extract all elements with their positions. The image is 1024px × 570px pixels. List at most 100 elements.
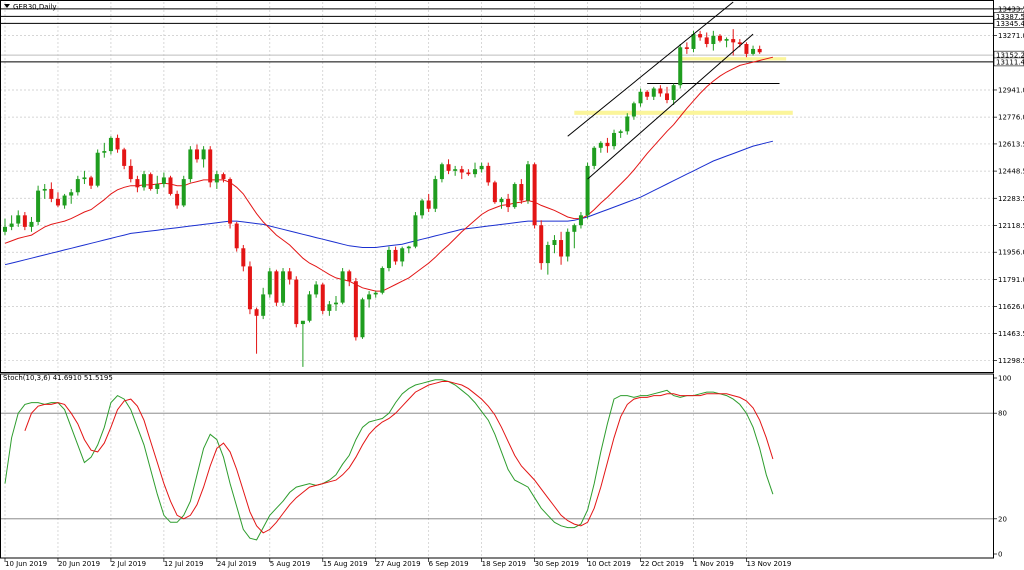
candle-body: [704, 37, 709, 45]
candle-body: [731, 39, 736, 43]
candle-body: [605, 142, 610, 147]
candle-body: [492, 182, 497, 203]
candle-body: [598, 142, 603, 148]
candle-body: [55, 198, 60, 206]
candle-body: [757, 48, 762, 53]
candle-body: [327, 304, 332, 311]
stoch-panel-frame: [0, 373, 994, 559]
date-label: 20 Jun 2019: [58, 560, 100, 568]
candle-body: [367, 294, 372, 300]
candle-body: [201, 149, 206, 160]
price-tick-label: 12776.0: [998, 114, 1024, 122]
candle-body: [320, 284, 325, 311]
candle-body: [406, 246, 411, 249]
candle-body: [353, 281, 358, 338]
candle-body: [267, 271, 272, 295]
channel-line: [567, 1, 734, 137]
stochastic-label: Stoch(10,3,6) 41.6910 51.5195: [3, 374, 113, 382]
candle-body: [565, 231, 570, 257]
candle-body: [658, 88, 663, 94]
price-tick-label: 12283.5: [998, 195, 1024, 203]
horizontal-levels: [0, 8, 1023, 85]
candle-body: [625, 116, 630, 132]
price-tick-label: 13433.5: [998, 5, 1024, 13]
trend-channel: [567, 1, 754, 180]
candle-body: [82, 177, 87, 180]
candle-body: [400, 248, 405, 262]
price-tick-label: 13271.0: [998, 32, 1024, 40]
candle-body: [208, 149, 213, 183]
candle-body: [247, 266, 252, 310]
candle-body: [29, 221, 34, 227]
candle-body: [671, 85, 676, 101]
price-level-box: [993, 19, 1024, 28]
candle-body: [466, 172, 471, 175]
candle-body: [386, 249, 391, 269]
candle-body: [453, 169, 458, 171]
candle-body: [294, 279, 299, 325]
candle-body: [89, 177, 94, 186]
date-label: 5 Aug 2019: [270, 560, 310, 568]
date-label: 22 Oct 2019: [641, 560, 684, 568]
date-label: 10 Oct 2019: [588, 560, 631, 568]
candle-body: [552, 240, 557, 245]
candle-body: [737, 42, 742, 45]
chart-frame: [0, 0, 994, 559]
candle-body: [684, 47, 689, 49]
stoch-tick-label: 0: [998, 551, 1002, 559]
candle-body: [420, 200, 425, 216]
date-label: 18 Sep 2019: [482, 560, 526, 568]
date-label: 24 Jul 2019: [217, 560, 257, 568]
stochastic-panel: [0, 379, 993, 541]
date-label: 2 Jul 2019: [111, 560, 146, 568]
candle-body: [3, 226, 7, 232]
candle-body: [678, 47, 683, 86]
candle-body: [62, 195, 67, 206]
candle-body: [539, 225, 544, 264]
candle-body: [433, 179, 438, 209]
candle-body: [300, 320, 305, 325]
candle-body: [347, 271, 352, 282]
price-level-box: [993, 57, 1024, 67]
candle-body: [373, 292, 378, 295]
candle-body: [161, 177, 166, 185]
candle-body: [221, 174, 226, 180]
candle-body: [572, 225, 577, 232]
price-tick-label: 11463.5: [998, 330, 1024, 338]
price-level-label: 13111.4: [996, 58, 1024, 66]
candle-body: [380, 268, 385, 293]
candle-body: [181, 179, 186, 206]
date-label: 30 Sep 2019: [535, 560, 579, 568]
main-panel-frame: [0, 0, 994, 373]
candle-body: [281, 271, 286, 303]
candle-body: [698, 34, 703, 38]
candle-body: [115, 137, 120, 150]
price-tick-label: 12118.5: [998, 222, 1024, 230]
candle-body: [393, 249, 398, 262]
candle-body: [691, 34, 696, 49]
ma-slow-group: [4, 140, 774, 266]
candle-body: [439, 164, 444, 180]
price-tick-label: 11791.0: [998, 276, 1024, 284]
date-label: 6 Sep 2019: [429, 560, 469, 568]
candle-body: [651, 88, 656, 97]
date-label: 27 Aug 2019: [376, 560, 421, 568]
candle-body: [751, 48, 756, 54]
candle-body: [314, 284, 319, 295]
date-label: 10 Jun 2019: [5, 560, 47, 568]
candle-body: [499, 198, 504, 203]
candle-body: [618, 131, 623, 133]
candle-body: [175, 193, 180, 206]
candle-body: [506, 198, 511, 208]
candle-body: [9, 223, 14, 227]
candle-body: [426, 200, 431, 209]
price-tick-label: 12448.5: [998, 168, 1024, 176]
candle-body: [711, 35, 716, 45]
date-label: 12 Jul 2019: [164, 560, 204, 568]
candle-body: [645, 91, 650, 97]
collapse-triangle-icon[interactable]: [4, 4, 10, 8]
candle-body: [559, 240, 564, 257]
stoch-tick-label: 100: [998, 375, 1011, 383]
